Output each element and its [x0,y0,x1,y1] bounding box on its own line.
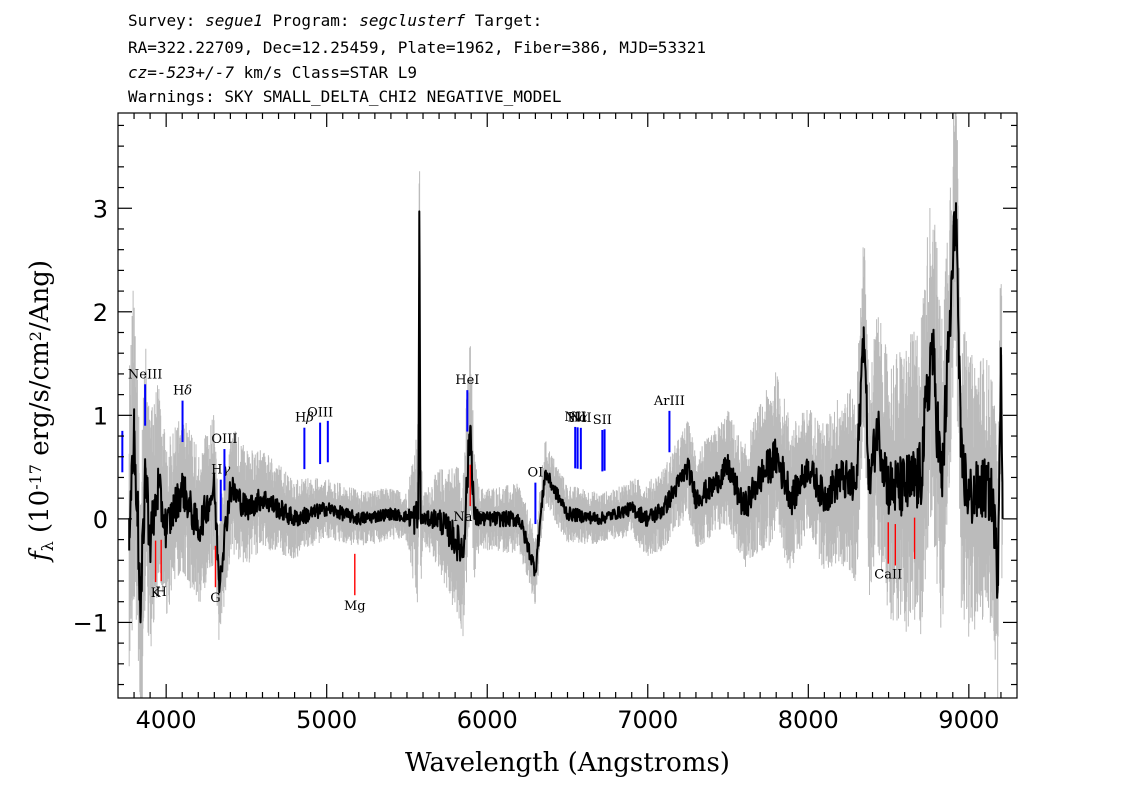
header-program-value: segclusterf [359,11,466,30]
header-line-4: Warnings: SKY SMALL_DELTA_CHI2 NEGATIVE_… [128,87,562,106]
absorption-label: Mg [344,599,366,614]
x-tick-label: 7000 [617,706,678,734]
flux-line [128,202,1004,624]
header-survey-label: Survey: [128,11,206,30]
error-spectrum [128,113,1003,698]
header-program-label: Program: [262,11,360,30]
y-tick-label: 0 [93,506,108,534]
emission-label: OIII [211,432,237,447]
y-axis-title: fλ (10-17 erg/s/cm2/Ang) [25,260,57,563]
y-tick-label: 1 [93,402,108,430]
emission-label: NeIII [128,367,162,382]
emission-label: ArIII [653,394,685,409]
header-survey-value: segue1 [205,11,263,30]
x-tick-label: 9000 [938,706,999,734]
absorption-label: G [210,591,220,606]
x-tick-label: 6000 [457,706,518,734]
emission-label: NII [564,410,586,425]
header-line-2: RA=322.22709, Dec=12.25459, Plate=1962, … [128,38,706,57]
flux-spectrum [128,202,1004,624]
header-target-label: Target: [465,11,543,30]
header-line-1: Survey: segue1 Program: segclusterf Targ… [128,11,542,31]
x-tick-label: 4000 [136,706,197,734]
axis-ticks: 4000 5000 6000 7000 8000 9000 −1 0 1 2 3 [73,113,1017,734]
y-tick-label: −1 [73,609,108,637]
emission-label: Hγ [211,463,230,478]
emission-label: Hβ [295,411,314,426]
emission-label: Hα [568,410,588,425]
x-axis-title: Wavelength (Angstroms) [405,748,730,778]
x-tick-label: 5000 [296,706,357,734]
header-class-value: km/s Class=STAR L9 [233,63,417,82]
absorption-label: Na D [453,510,487,525]
y-tick-label: 2 [93,299,108,327]
absorption-label: H [156,585,167,600]
emission-label: OIII [307,406,333,421]
x-tick-label: 8000 [778,706,839,734]
emission-label: Hδ [173,384,192,399]
emission-label: HeI [455,373,479,388]
absorption-label: CaII [874,568,902,583]
header-line-3: cz=-523+/-7 km/s Class=STAR L9 [128,63,417,83]
header-cz-value: cz=-523+/-7 [128,63,234,82]
emission-label: NII [570,411,592,426]
error-band [128,113,1003,698]
emission-label: SII [593,413,612,428]
y-tick-label: 3 [93,195,108,223]
absorption-label: K [151,586,161,601]
emission-label: OI [527,466,543,481]
